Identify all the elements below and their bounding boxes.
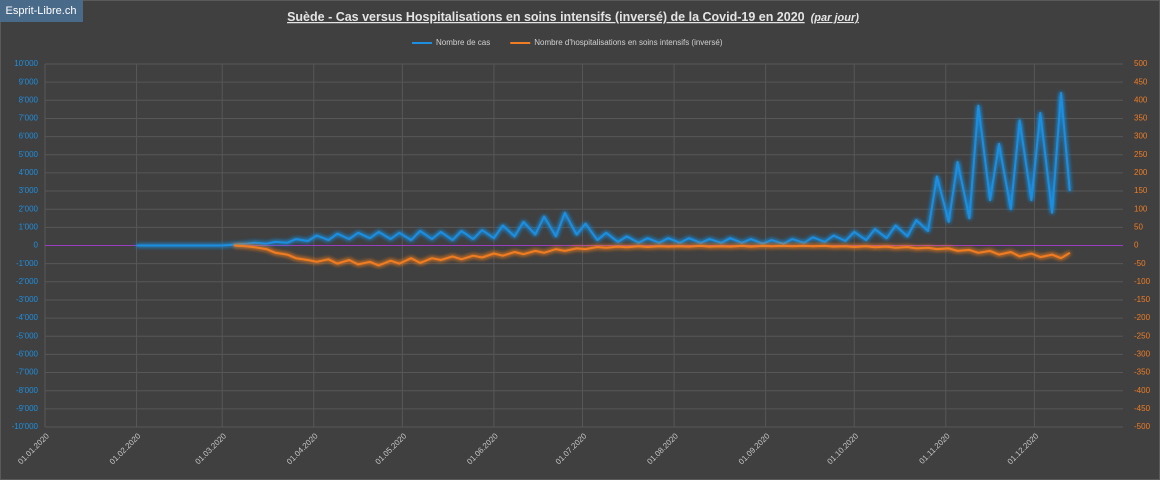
y-tick-label: 5'000 [19, 150, 39, 159]
y2-tick-label: 300 [1134, 132, 1148, 141]
y2-tick-label: -400 [1134, 386, 1151, 395]
y-tick-label: 2'000 [19, 204, 39, 213]
y-tick-label: 9'000 [19, 77, 39, 86]
y-tick-label: -10'000 [12, 422, 39, 431]
y-tick-label: -8'000 [16, 386, 39, 395]
y2-tick-label: -250 [1134, 331, 1151, 340]
y2-tick-label: 200 [1134, 168, 1148, 177]
marks [136, 92, 1071, 267]
y2-tick-label: 500 [1134, 59, 1148, 68]
legend-label: Nombre d'hospitalisations en soins inten… [534, 38, 723, 47]
y-tick-label: 0 [34, 241, 39, 250]
y-tick-label: -9'000 [16, 404, 39, 413]
y-tick-label: -5'000 [16, 331, 39, 340]
y-tick-label: 3'000 [19, 186, 39, 195]
chart-title: Suède - Cas versus Hospitalisations en s… [287, 10, 859, 24]
y2-tick-label: 150 [1134, 186, 1148, 195]
y2-tick-label: -150 [1134, 295, 1151, 304]
y-tick-label: -1'000 [16, 259, 39, 268]
logo: Esprit-Libre.ch [6, 5, 77, 17]
y-tick-label: -6'000 [16, 350, 39, 359]
title: Suède - Cas versus Hospitalisations en s… [287, 10, 805, 24]
y2-tick-label: 400 [1134, 95, 1148, 104]
y2-tick-label: 0 [1134, 241, 1139, 250]
y2-tick-label: -100 [1134, 277, 1151, 286]
logo-box [0, 0, 83, 22]
y2-tick-label: 100 [1134, 204, 1148, 213]
series-line [136, 92, 1071, 247]
y-tick-label: 4'000 [19, 168, 39, 177]
legend-label: Nombre de cas [436, 38, 490, 47]
y-tick-label: 10'000 [14, 59, 38, 68]
y-tick-label: 6'000 [19, 132, 39, 141]
y2-tick-label: -450 [1134, 404, 1151, 413]
y2-tick-label: 450 [1134, 77, 1148, 86]
legend: Nombre de cas Nombre d'hospitalisations e… [412, 38, 723, 47]
y2-tick-label: 50 [1134, 222, 1143, 231]
subtitle: (par jour) [811, 12, 860, 24]
y-tick-label: -7'000 [16, 368, 39, 377]
y2-tick-label: -200 [1134, 313, 1151, 322]
y-tick-label: 1'000 [19, 222, 39, 231]
y2-tick-label: -300 [1134, 350, 1151, 359]
y2-tick-label: -500 [1134, 422, 1151, 431]
y-tick-label: 8'000 [19, 95, 39, 104]
y-tick-label: -3'000 [16, 295, 39, 304]
y-tick-label: 7'000 [19, 114, 39, 123]
y2-tick-label: -350 [1134, 368, 1151, 377]
y2-tick-label: 350 [1134, 114, 1148, 123]
y2-tick-label: -50 [1134, 259, 1146, 268]
y2-tick-label: 250 [1134, 150, 1148, 159]
series-line [233, 244, 1071, 267]
y-tick-label: -2'000 [16, 277, 39, 286]
y-tick-label: -4'000 [16, 313, 39, 322]
